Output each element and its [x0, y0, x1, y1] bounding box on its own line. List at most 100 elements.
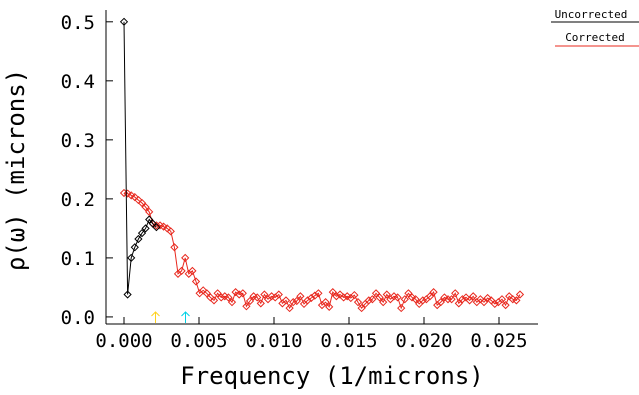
- data-point-uncorrected: [123, 290, 132, 299]
- data-point-corrected: [458, 295, 467, 304]
- data-point-corrected: [368, 295, 377, 304]
- series-uncorrected: [119, 17, 161, 299]
- data-point-corrected: [425, 292, 435, 301]
- data-point-corrected: [353, 298, 363, 307]
- data-point-corrected: [382, 290, 391, 299]
- legend-label-uncorrected: Uncorrected: [555, 8, 628, 21]
- frequency-marker-arrow: [151, 311, 160, 323]
- data-point-corrected: [123, 189, 132, 198]
- data-point-corrected: [407, 293, 417, 302]
- data-point-corrected: [371, 289, 381, 298]
- y-tick-label: 0.2: [61, 189, 95, 211]
- data-point-corrected: [213, 289, 222, 298]
- data-point-corrected: [191, 277, 201, 286]
- data-point-corrected: [256, 299, 265, 308]
- x-tick-label: 0.005: [170, 330, 227, 352]
- data-point-corrected: [296, 292, 305, 301]
- data-point-corrected: [253, 293, 262, 302]
- data-point-corrected: [483, 293, 492, 303]
- data-point-corrected: [227, 298, 237, 307]
- data-point-corrected: [235, 290, 244, 299]
- data-point-corrected: [127, 191, 136, 200]
- data-point-corrected: [343, 292, 352, 301]
- data-point-corrected: [411, 295, 420, 304]
- data-point-corrected: [325, 302, 334, 311]
- data-point-corrected: [515, 290, 525, 299]
- data-point-corrected: [307, 293, 316, 303]
- y-tick-label: 0.0: [61, 307, 95, 329]
- data-point-corrected: [490, 299, 499, 309]
- data-point-corrected: [289, 298, 298, 307]
- frequency-marker-arrow: [181, 311, 190, 323]
- data-point-corrected: [512, 296, 521, 305]
- data-point-corrected: [303, 296, 312, 305]
- frequency-markers: [151, 311, 190, 323]
- data-point-corrected: [436, 298, 445, 307]
- y-tick-label: 0.1: [61, 248, 95, 270]
- data-point-corrected: [443, 295, 453, 304]
- data-point-corrected: [350, 290, 359, 300]
- data-point-uncorrected: [152, 223, 161, 232]
- data-point-corrected: [181, 253, 190, 263]
- data-point-corrected: [314, 289, 323, 298]
- y-axis-title: ρ(ω) (microns): [2, 69, 30, 271]
- data-point-corrected: [188, 266, 197, 275]
- data-point-corrected: [217, 293, 226, 302]
- x-axis-title: Frequency (1/microns): [180, 362, 483, 390]
- axes: [105, 10, 538, 325]
- data-point-corrected: [202, 289, 211, 298]
- data-point-corrected: [497, 295, 507, 304]
- data-point-corrected: [292, 296, 301, 306]
- x-tick-label: 0.020: [395, 330, 452, 352]
- series-line-corrected: [123, 192, 521, 310]
- data-point-corrected: [454, 299, 463, 308]
- data-point-corrected: [393, 293, 402, 302]
- y-tick-label: 0.5: [61, 12, 95, 34]
- x-tick-label: 0.015: [320, 330, 377, 352]
- data-point-corrected: [400, 295, 409, 304]
- data-point-corrected: [451, 289, 460, 298]
- data-point-corrected: [141, 203, 150, 212]
- data-point-corrected: [332, 292, 341, 301]
- legend: Uncorrected Corrected: [551, 8, 639, 47]
- data-point-corrected: [397, 303, 406, 313]
- ticks: 0.000 0.005 0.010 0.015 0.020 0.025 0.0 0.1 0.2 0…: [61, 12, 528, 352]
- data-point-corrected: [321, 298, 330, 307]
- data-point-corrected: [469, 292, 478, 301]
- data-point-corrected: [159, 222, 168, 231]
- legend-label-corrected: Corrected: [565, 31, 625, 44]
- data-point-corrected: [310, 291, 319, 300]
- data-point-uncorrected: [130, 243, 139, 252]
- y-tick-label: 0.4: [61, 71, 95, 93]
- x-tick-label: 0.010: [245, 330, 302, 352]
- data-point-corrected: [260, 290, 269, 299]
- data-point-corrected: [404, 289, 413, 298]
- data-point-uncorrected: [127, 253, 136, 263]
- data-point-corrected: [285, 303, 294, 313]
- data-point-corrected: [281, 296, 291, 305]
- data-point-corrected: [429, 288, 438, 297]
- data-point-corrected: [137, 198, 147, 208]
- data-point-corrected: [440, 293, 449, 302]
- data-point-corrected: [465, 296, 474, 305]
- arrow-head: [181, 311, 190, 317]
- data-point-corrected: [375, 293, 384, 302]
- data-point-corrected: [170, 243, 179, 252]
- data-point-corrected: [231, 288, 240, 297]
- data-point-corrected: [166, 227, 175, 236]
- data-point-corrected: [364, 296, 373, 305]
- data-point-uncorrected: [134, 234, 143, 244]
- x-tick-label: 0.025: [470, 330, 527, 352]
- x-tick-label: 0.000: [95, 330, 152, 352]
- data-point-corrected: [328, 288, 337, 297]
- series-corrected: [119, 188, 525, 313]
- data-point-corrected: [357, 303, 366, 313]
- data-point-corrected: [339, 293, 348, 302]
- data-point-corrected: [379, 298, 388, 307]
- y-tick-label: 0.3: [61, 130, 95, 152]
- data-point-uncorrected: [145, 215, 154, 224]
- data-point-corrected: [447, 295, 456, 304]
- series-group: [119, 17, 525, 313]
- data-point-corrected: [209, 296, 219, 305]
